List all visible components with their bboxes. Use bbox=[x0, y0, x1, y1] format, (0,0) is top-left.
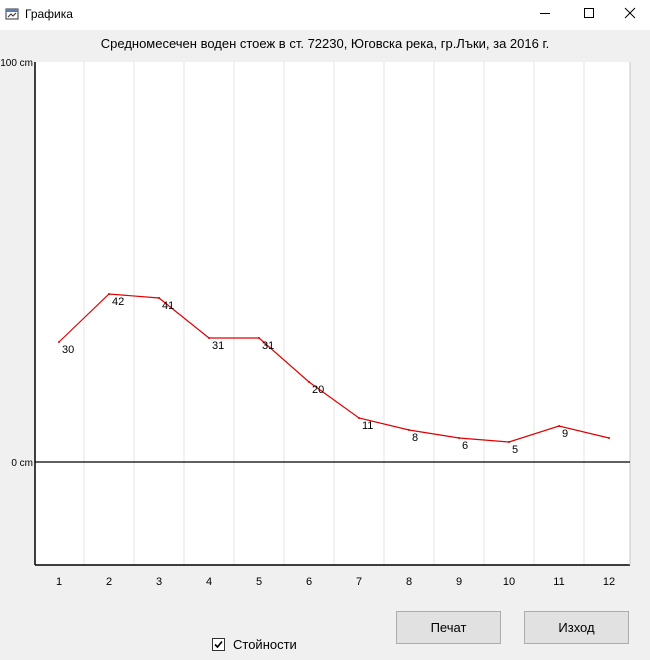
minimize-button[interactable] bbox=[522, 0, 568, 26]
data-label: 11 bbox=[362, 420, 373, 432]
y-tick-label: 0 cm bbox=[11, 458, 33, 469]
checkmark-icon bbox=[214, 640, 223, 649]
data-label: 42 bbox=[112, 296, 124, 308]
data-point bbox=[208, 337, 210, 339]
series-line bbox=[58, 293, 610, 443]
data-label: 31 bbox=[212, 340, 224, 352]
x-tick-label: 10 bbox=[503, 576, 515, 588]
data-point bbox=[608, 437, 610, 439]
x-tick-label: 11 bbox=[553, 576, 564, 588]
data-point bbox=[108, 293, 110, 295]
x-tick-label: 7 bbox=[356, 576, 362, 588]
x-tick-label: 9 bbox=[456, 576, 462, 588]
data-label: 20 bbox=[312, 384, 324, 396]
x-tick-label: 8 bbox=[406, 576, 412, 588]
data-label: 30 bbox=[62, 344, 74, 356]
data-point bbox=[58, 341, 60, 343]
x-tick-label: 5 bbox=[256, 576, 262, 588]
maximize-icon bbox=[584, 8, 594, 18]
maximize-button[interactable] bbox=[566, 0, 612, 26]
data-point bbox=[258, 337, 260, 339]
close-icon bbox=[624, 7, 636, 19]
data-point bbox=[358, 417, 360, 419]
data-point bbox=[408, 429, 410, 431]
data-point bbox=[458, 437, 460, 439]
data-label: 41 bbox=[162, 300, 174, 312]
values-checkbox[interactable] bbox=[212, 638, 225, 651]
x-tick-label: 6 bbox=[306, 576, 312, 588]
y-tick-label: 100 cm bbox=[0, 58, 33, 69]
exit-button[interactable]: Изход bbox=[524, 611, 629, 644]
x-tick-label: 2 bbox=[106, 576, 112, 588]
chart-title: Средномесечен воден стоеж в ст. 72230, Ю… bbox=[100, 36, 550, 51]
minimize-icon bbox=[540, 13, 550, 14]
data-label: 8 bbox=[412, 432, 418, 444]
data-label: 6 bbox=[462, 440, 468, 452]
data-point bbox=[308, 381, 310, 383]
values-checkbox-label: Стойности bbox=[233, 637, 297, 652]
data-label: 31 bbox=[262, 340, 274, 352]
x-tick-label: 1 bbox=[56, 576, 62, 588]
data-point bbox=[158, 297, 160, 299]
data-label: 5 bbox=[512, 444, 518, 456]
data-point bbox=[508, 441, 510, 443]
data-label: 9 bbox=[562, 428, 568, 440]
x-tick-label: 3 bbox=[156, 576, 162, 588]
chart-app-icon bbox=[5, 8, 19, 20]
print-button[interactable]: Печат bbox=[396, 611, 501, 644]
window-title: Графика bbox=[25, 7, 73, 21]
data-point bbox=[558, 425, 560, 427]
x-tick-label: 4 bbox=[206, 576, 212, 588]
title-bar: Графика bbox=[0, 0, 650, 30]
plot-area bbox=[35, 62, 630, 565]
x-tick-label: 12 bbox=[603, 576, 615, 588]
values-toggle[interactable]: Стойности bbox=[212, 637, 297, 652]
close-button[interactable] bbox=[610, 0, 650, 26]
